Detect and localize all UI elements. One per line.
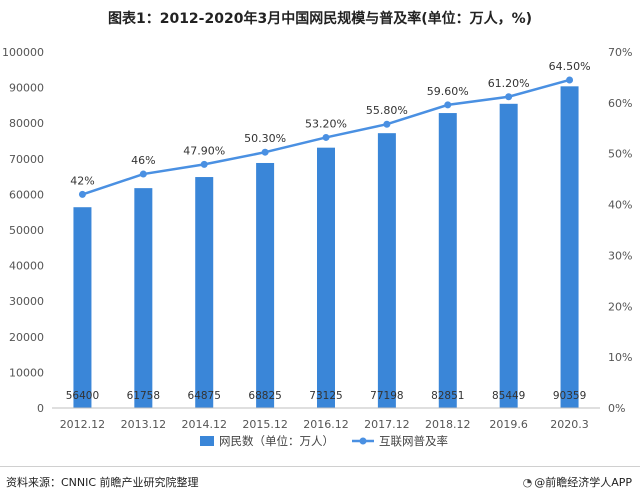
right-axis-tick-label: 20% <box>608 300 632 313</box>
right-axis: 0% 10% 20% 30% 40% 50% 60% 70% <box>608 46 632 415</box>
bar-value-label: 77198 <box>370 390 403 402</box>
brand-text: @前瞻经济学人APP <box>534 476 632 489</box>
bar-value-labels: 56400 61758 64875 68825 73125 77198 82851 85449… <box>66 390 587 402</box>
line-point <box>200 160 208 168</box>
left-axis-tick-label: 90000 <box>9 82 44 95</box>
brand-logo-icon: ◔ <box>522 476 533 489</box>
bar-value-label: 56400 <box>66 390 99 402</box>
left-axis-tick-label: 50000 <box>9 224 44 237</box>
x-axis-tick-label: 2012.12 <box>60 418 106 431</box>
line-value-label: 53.20% <box>305 117 347 130</box>
bar-value-label: 68825 <box>248 390 281 402</box>
source-note: 资料来源：CNNIC 前瞻产业研究院整理 <box>6 476 199 489</box>
line-value-label: 64.50% <box>549 60 591 73</box>
right-axis-tick-label: 70% <box>608 46 632 59</box>
bar-value-label: 90359 <box>553 390 586 402</box>
legend-bar-label: 网民数（单位：万人） <box>219 434 334 448</box>
right-axis-tick-label: 0% <box>608 402 625 415</box>
line-value-label: 59.60% <box>427 85 469 98</box>
right-axis-tick-label: 10% <box>608 351 632 364</box>
bar <box>195 177 214 408</box>
bar <box>560 86 579 408</box>
x-axis-tick-label: 2015.12 <box>242 418 288 431</box>
left-axis: 0 10000 20000 30000 40000 50000 60000 70000 8000… <box>2 46 44 415</box>
left-axis-tick-label: 30000 <box>9 295 44 308</box>
line-point <box>78 190 86 198</box>
left-axis-tick-label: 100000 <box>2 46 44 59</box>
line-series: 42% 46% 47.90% 50.30% 53.20% 55.80% 59.60% 61.2… <box>70 60 591 198</box>
footer-divider <box>0 466 640 467</box>
line-value-label: 50.30% <box>244 132 286 145</box>
right-axis-tick-label: 50% <box>608 148 632 161</box>
legend-line-marker <box>359 437 367 445</box>
left-axis-tick-label: 10000 <box>9 366 44 379</box>
chart-title: 图表1：2012-2020年3月中国网民规模与普及率(单位：万人，%) <box>107 11 533 27</box>
left-axis-tick-label: 0 <box>37 402 44 415</box>
legend-bar-swatch <box>200 436 214 446</box>
bar-value-label: 82851 <box>431 390 464 402</box>
bar <box>317 147 335 409</box>
right-axis-tick-label: 60% <box>608 97 632 110</box>
left-axis-tick-label: 40000 <box>9 260 44 273</box>
x-axis: 2012.12 2013.12 2014.12 2015.12 2016.12 2017.… <box>52 407 600 431</box>
x-axis-tick-label: 2018.12 <box>425 418 471 431</box>
line-point <box>322 133 330 141</box>
line-value-label: 46% <box>131 154 155 167</box>
line-point <box>261 148 269 156</box>
line-value-label: 55.80% <box>366 104 408 117</box>
line-point <box>383 120 391 128</box>
x-axis-tick-label: 2019.6 <box>489 418 528 431</box>
line-point <box>566 76 574 84</box>
bar-value-label: 73125 <box>309 390 342 402</box>
left-axis-tick-label: 70000 <box>9 153 44 166</box>
legend: 网民数（单位：万人） 互联网普及率 <box>200 434 448 448</box>
bar-value-label: 64875 <box>188 390 221 402</box>
bar-value-label: 85449 <box>492 390 525 402</box>
line-point <box>139 170 147 178</box>
left-axis-tick-label: 60000 <box>9 188 44 201</box>
line-point <box>444 101 452 109</box>
brand-credit: ◔ @前瞻经济学人APP <box>523 474 632 490</box>
line-value-label: 61.20% <box>488 77 530 90</box>
bar <box>256 162 275 408</box>
line-value-label: 42% <box>70 174 94 187</box>
bar <box>134 188 153 408</box>
left-axis-tick-label: 80000 <box>9 117 44 130</box>
x-axis-tick-label: 2020.3 <box>550 418 589 431</box>
bar <box>377 133 396 409</box>
x-axis-tick-label: 2016.12 <box>303 418 349 431</box>
bar <box>499 103 518 408</box>
x-axis-tick-label: 2017.12 <box>364 418 410 431</box>
right-axis-tick-label: 30% <box>608 249 632 262</box>
left-axis-tick-label: 20000 <box>9 331 44 344</box>
x-axis-tick-label: 2013.12 <box>121 418 167 431</box>
line-value-label: 47.90% <box>183 144 225 157</box>
legend-line-label: 互联网普及率 <box>379 434 448 448</box>
bar <box>438 113 457 408</box>
bar <box>73 207 92 408</box>
bar-value-label: 61758 <box>127 390 160 402</box>
bar-series <box>73 86 579 409</box>
right-axis-tick-label: 40% <box>608 199 632 212</box>
x-axis-tick-label: 2014.12 <box>181 418 227 431</box>
line-point <box>505 93 513 101</box>
